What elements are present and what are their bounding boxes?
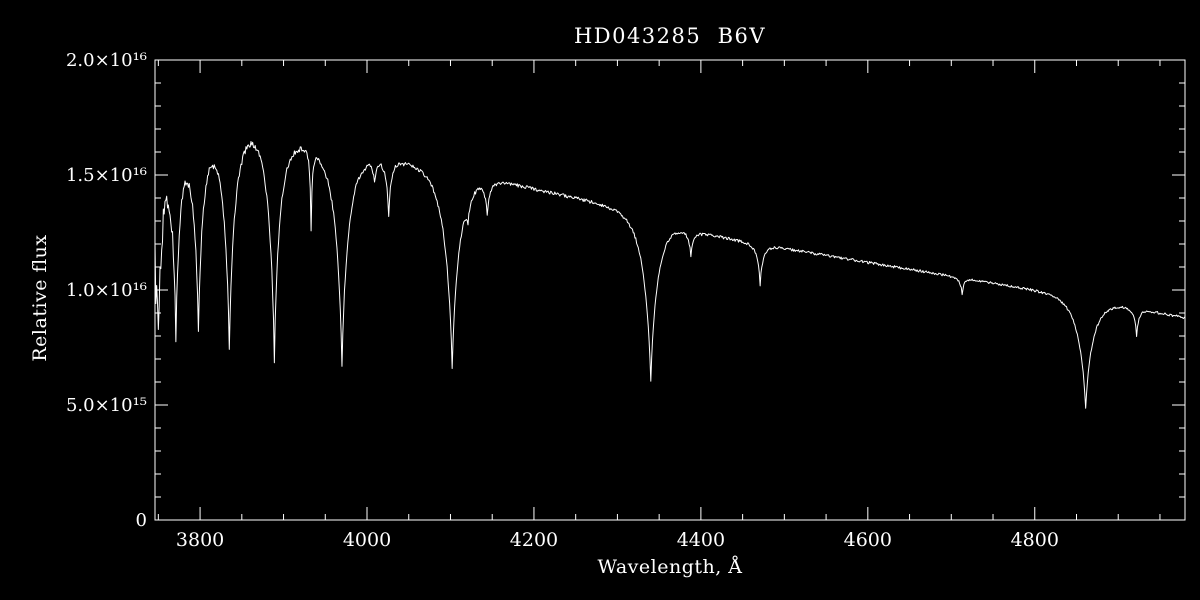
chart-title: HD043285 B6V bbox=[573, 24, 767, 48]
x-axis-label: Wavelength, Å bbox=[597, 556, 743, 578]
y-tick-label: 2.0×10¹⁶ bbox=[66, 50, 147, 71]
y-tick-label: 5.0×10¹⁵ bbox=[66, 395, 147, 416]
y-tick-label: 1.0×10¹⁶ bbox=[66, 280, 147, 301]
x-tick-label: 4000 bbox=[343, 529, 391, 551]
spectrum-trace bbox=[154, 140, 1186, 409]
y-tick-label: 1.5×10¹⁶ bbox=[66, 165, 147, 186]
x-tick-label: 3800 bbox=[176, 529, 224, 551]
x-tick-label: 4600 bbox=[844, 529, 892, 551]
x-tick-label: 4800 bbox=[1011, 529, 1059, 551]
plot-frame bbox=[154, 59, 1186, 521]
x-tick-label: 4200 bbox=[510, 529, 558, 551]
x-tick-label: 4400 bbox=[677, 529, 725, 551]
y-tick-label: 0 bbox=[136, 510, 147, 531]
